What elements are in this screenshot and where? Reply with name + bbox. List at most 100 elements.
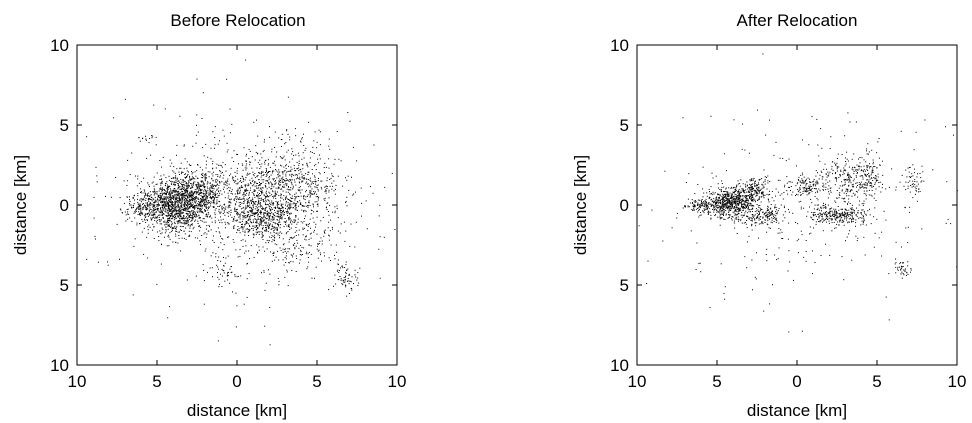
data-point xyxy=(738,197,740,199)
data-point xyxy=(731,206,733,208)
data-point xyxy=(261,179,263,181)
data-point xyxy=(286,212,288,214)
data-point xyxy=(722,201,723,203)
data-point xyxy=(707,210,709,212)
data-point xyxy=(249,204,251,206)
data-point xyxy=(178,212,180,214)
data-point xyxy=(283,243,285,245)
data-point xyxy=(175,175,177,177)
data-point xyxy=(125,214,127,216)
data-point xyxy=(203,200,205,202)
data-point xyxy=(264,161,265,163)
data-point xyxy=(220,170,222,172)
data-point xyxy=(258,246,260,248)
data-point xyxy=(294,193,296,195)
data-point xyxy=(168,204,170,206)
data-point xyxy=(738,220,739,222)
data-point xyxy=(214,222,216,224)
data-point xyxy=(738,202,740,204)
data-point xyxy=(751,196,753,198)
data-point xyxy=(190,194,192,196)
data-point xyxy=(210,185,212,187)
data-point xyxy=(177,223,179,225)
data-point xyxy=(277,277,279,279)
data-point xyxy=(245,228,247,230)
data-point xyxy=(340,223,342,225)
data-point xyxy=(287,149,289,151)
data-point xyxy=(173,204,175,206)
data-point xyxy=(286,151,288,153)
data-point xyxy=(171,212,173,214)
data-point xyxy=(738,194,740,195)
data-point xyxy=(182,171,184,173)
data-point xyxy=(212,190,214,192)
data-point xyxy=(310,183,312,185)
data-point xyxy=(308,261,310,263)
data-point xyxy=(203,197,205,199)
data-point xyxy=(752,180,754,181)
data-point xyxy=(278,180,280,182)
data-point xyxy=(283,184,285,186)
data-point xyxy=(261,171,262,173)
data-point xyxy=(86,136,88,138)
data-point xyxy=(212,239,214,241)
data-point xyxy=(153,188,155,190)
data-point xyxy=(287,285,289,287)
data-point xyxy=(209,183,211,185)
data-point xyxy=(178,206,180,208)
data-point xyxy=(205,193,207,195)
data-point xyxy=(168,179,170,181)
data-point xyxy=(194,205,195,207)
data-point xyxy=(317,245,318,247)
data-point xyxy=(247,183,249,185)
data-point xyxy=(740,214,742,216)
data-point xyxy=(740,192,742,193)
data-point xyxy=(178,185,180,187)
data-point xyxy=(216,193,218,195)
data-point xyxy=(252,179,254,181)
data-point xyxy=(261,233,263,235)
data-point xyxy=(843,213,845,215)
data-point xyxy=(729,206,731,208)
data-point xyxy=(162,202,164,204)
data-point xyxy=(155,201,157,203)
data-point xyxy=(315,266,317,268)
data-point xyxy=(181,202,183,204)
data-point xyxy=(312,146,314,148)
data-point xyxy=(168,192,170,194)
data-point xyxy=(262,187,264,189)
data-point xyxy=(288,189,290,191)
data-point xyxy=(320,237,322,239)
data-point xyxy=(145,209,147,211)
data-point xyxy=(740,196,741,198)
data-point xyxy=(317,243,319,245)
data-point xyxy=(254,189,256,191)
data-point xyxy=(163,192,165,194)
data-point xyxy=(728,206,730,208)
data-point xyxy=(310,192,312,194)
data-point xyxy=(161,189,163,191)
data-point xyxy=(236,232,238,234)
data-point xyxy=(331,175,333,177)
data-point xyxy=(748,195,750,197)
data-point xyxy=(248,219,250,221)
data-point xyxy=(165,177,167,179)
data-point xyxy=(148,184,150,186)
data-point xyxy=(319,131,321,133)
data-point xyxy=(143,189,145,191)
data-point xyxy=(185,192,186,194)
data-point xyxy=(203,155,205,157)
data-point xyxy=(177,231,179,233)
data-point xyxy=(185,187,187,189)
data-point xyxy=(266,206,268,208)
data-point xyxy=(312,181,314,182)
data-point xyxy=(285,191,287,193)
data-point xyxy=(767,220,769,222)
data-point xyxy=(303,220,305,222)
data-point xyxy=(285,248,287,250)
data-point xyxy=(321,180,323,182)
data-point xyxy=(740,209,742,211)
data-point xyxy=(205,198,207,200)
data-point xyxy=(236,190,238,192)
data-point xyxy=(759,192,761,194)
